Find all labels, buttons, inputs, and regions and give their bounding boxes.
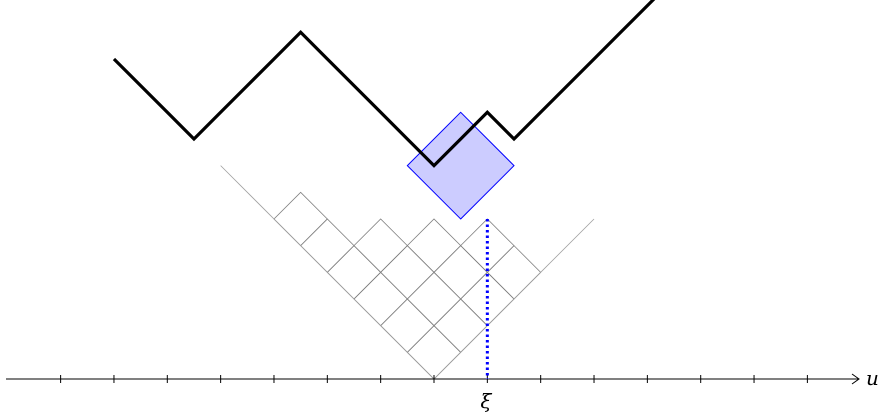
diagram-cell (433, 245, 488, 300)
u-axis-arrowhead (851, 373, 860, 385)
diagram-cells (220, 165, 595, 380)
diagram-cell (406, 271, 462, 327)
diagram-cell (433, 298, 488, 353)
diagram-cell (300, 218, 355, 273)
diagram-cell (353, 218, 408, 273)
diagram-cell (406, 325, 462, 380)
profile-path (112, 0, 656, 168)
diagram-boundary-edge (433, 218, 595, 380)
diagram-cell (380, 298, 435, 353)
diagram-cell (273, 191, 328, 247)
highlighted-cell-group (406, 111, 515, 220)
u-axis (6, 373, 860, 385)
diagram-cell (380, 245, 435, 300)
diagram-cell (326, 245, 382, 300)
diagram-cell (406, 218, 462, 273)
diagram-boundary-edge (220, 165, 435, 380)
u-axis-label: u (866, 366, 879, 390)
diagram-cell (486, 245, 542, 300)
highlighted-cell (406, 111, 515, 220)
diagram-cell (353, 271, 408, 327)
xi-label: ξ (480, 389, 492, 413)
